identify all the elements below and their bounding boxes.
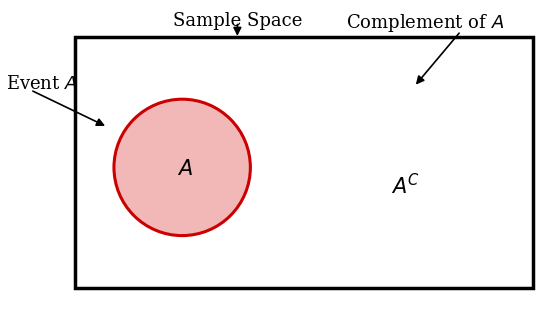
- Ellipse shape: [114, 99, 251, 236]
- Text: $A^{C}$: $A^{C}$: [391, 173, 420, 199]
- Text: Event $A$: Event $A$: [6, 75, 77, 93]
- Text: Sample Space: Sample Space: [173, 12, 302, 30]
- FancyBboxPatch shape: [75, 37, 533, 288]
- Text: Complement of $A$: Complement of $A$: [346, 12, 504, 34]
- Text: $A$: $A$: [177, 159, 193, 179]
